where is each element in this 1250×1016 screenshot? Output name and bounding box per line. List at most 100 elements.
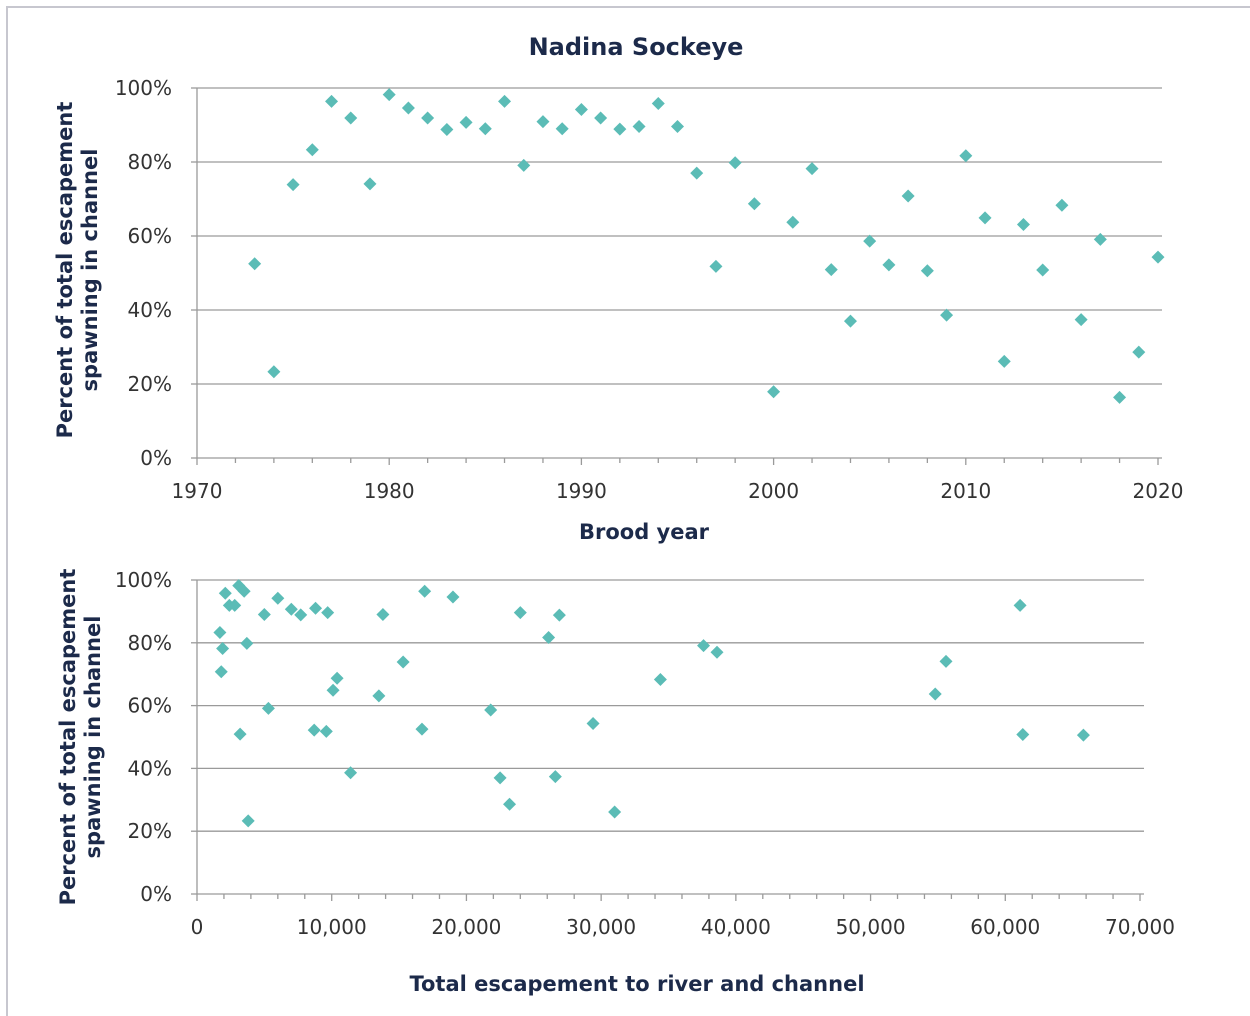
bottom-data-point — [608, 805, 622, 819]
bottom-data-point — [446, 590, 460, 604]
top-y-axis-title: Percent of total escapementspawning in c… — [53, 102, 102, 439]
bottom-data-point — [928, 687, 942, 701]
bottom-data-point — [372, 689, 386, 703]
bottom-data-point — [1013, 598, 1027, 612]
bottom-data-point — [240, 636, 254, 650]
top-data-point — [1036, 263, 1050, 277]
bottom-data-point — [513, 606, 527, 620]
top-x-tick-label: 1970 — [172, 479, 223, 503]
bottom-data-point — [939, 654, 953, 668]
bottom-data-point — [1076, 728, 1090, 742]
bottom-x-tick-label: 70,000 — [1105, 915, 1175, 939]
top-data-point — [940, 308, 954, 322]
bottom-data-point — [218, 586, 232, 600]
top-x-tick-label: 1990 — [556, 479, 607, 503]
top-data-point — [690, 166, 704, 180]
top-data-point — [786, 215, 800, 229]
bottom-y-tick-label: 40% — [128, 756, 172, 780]
bottom-data-point — [330, 671, 344, 685]
top-data-point — [824, 263, 838, 277]
top-data-point — [536, 115, 550, 129]
top-data-point — [1055, 198, 1069, 212]
bottom-data-point — [418, 584, 432, 598]
top-data-point — [1151, 250, 1165, 264]
bottom-x-tick-label: 10,000 — [297, 915, 367, 939]
bottom-data-point — [542, 630, 556, 644]
top-data-point — [843, 314, 857, 328]
top-data-point — [651, 97, 665, 111]
bottom-data-point — [697, 639, 711, 653]
bottom-data-point — [503, 797, 517, 811]
bottom-data-point — [415, 722, 429, 736]
bottom-x-tick-label: 40,000 — [701, 915, 771, 939]
bottom-x-tick-label: 50,000 — [836, 915, 906, 939]
top-x-tick-label: 2000 — [748, 479, 799, 503]
top-data-point — [1132, 345, 1146, 359]
bottom-data-point — [552, 608, 566, 622]
top-data-point — [709, 259, 723, 273]
bottom-data-point — [319, 724, 333, 738]
bottom-scatter-panel: 0% 20% 40% 60% 80% 100% 0 10,000 20,000 30,000 40,… — [56, 568, 1175, 939]
chart-frame — [6, 6, 1250, 1016]
bottom-data-point — [710, 645, 724, 659]
top-x-tick-label: 1980 — [364, 479, 415, 503]
bottom-data-point — [586, 716, 600, 730]
top-data-point — [382, 88, 396, 102]
bottom-data-point — [1016, 727, 1030, 741]
top-data-point — [805, 162, 819, 176]
top-data-point — [613, 122, 627, 136]
bottom-data-point — [294, 608, 308, 622]
bottom-data-point — [484, 703, 498, 717]
bottom-data-point — [396, 655, 410, 669]
top-data-point — [574, 102, 588, 116]
bottom-data-point — [326, 683, 340, 697]
bottom-data-point — [344, 766, 358, 780]
top-data-point — [267, 365, 281, 379]
bottom-x-axis-title: Total escapement to river and channel — [409, 972, 864, 996]
bottom-data-point — [321, 606, 335, 620]
bottom-y-tick-label: 60% — [128, 694, 172, 718]
bottom-y-tick-label: 20% — [128, 819, 172, 843]
top-scatter-panel: 0% 20% 40% 60% 80% 100% 1970 1980 1990 2000 2010 20… — [53, 76, 1183, 503]
top-x-tick-label: 2010 — [940, 479, 991, 503]
bottom-y-tick-label: 80% — [128, 631, 172, 655]
bottom-x-tick-label: 20,000 — [431, 915, 501, 939]
top-data-point — [1093, 232, 1107, 246]
top-data-point — [728, 156, 742, 170]
top-data-point — [344, 111, 358, 125]
top-data-point — [863, 234, 877, 248]
top-data-point — [1074, 313, 1088, 327]
bottom-data-point — [653, 673, 667, 687]
top-data-point — [517, 158, 531, 172]
bottom-y-tick-label: 0% — [140, 882, 172, 906]
bottom-data-point — [241, 814, 255, 828]
top-y-tick-label: 60% — [128, 224, 172, 248]
bottom-data-point — [376, 608, 390, 622]
top-data-point — [671, 119, 684, 133]
bottom-data-point — [309, 601, 323, 615]
bottom-data-point — [214, 665, 228, 679]
top-data-point — [594, 111, 608, 125]
top-y-tick-label: 0% — [140, 446, 172, 470]
top-data-point — [440, 122, 454, 136]
top-data-point — [1113, 390, 1127, 404]
top-data-point — [1016, 218, 1030, 232]
bottom-data-point — [257, 608, 271, 622]
top-data-point — [767, 385, 781, 399]
top-data-point — [901, 189, 915, 203]
top-data-point — [997, 354, 1011, 368]
top-data-point — [555, 122, 569, 136]
top-data-point — [498, 94, 512, 108]
top-data-point — [363, 177, 377, 191]
bottom-data-point — [284, 602, 298, 616]
top-data-point — [632, 119, 646, 133]
bottom-x-tick-label: 30,000 — [566, 915, 636, 939]
top-data-point — [978, 211, 992, 225]
top-data-point — [882, 258, 896, 272]
top-data-point — [248, 257, 262, 271]
bottom-data-point — [213, 625, 227, 639]
top-data-point — [747, 197, 761, 211]
top-data-point — [325, 94, 339, 108]
bottom-data-point — [493, 771, 507, 785]
